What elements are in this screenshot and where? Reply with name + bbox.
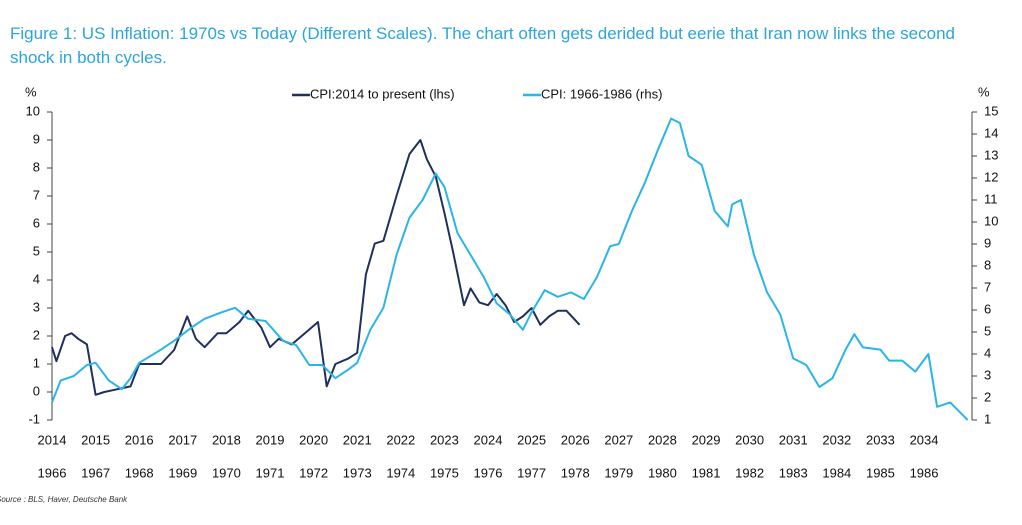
x-tick-label: 2025 bbox=[517, 432, 546, 447]
x-tick-label: 2021 bbox=[343, 432, 372, 447]
x-tick-label: 2016 bbox=[125, 432, 154, 447]
series-line bbox=[51, 117, 969, 421]
x2-tick-label: 1986 bbox=[910, 465, 939, 480]
y2-tick-label: 7 bbox=[984, 279, 991, 294]
x2-tick-label: 1975 bbox=[430, 465, 459, 480]
y-tick-label: 8 bbox=[33, 159, 40, 174]
y-tick-label: 10 bbox=[26, 103, 40, 118]
x-tick-label: 2026 bbox=[561, 432, 590, 447]
x-tick-label: 2031 bbox=[779, 432, 808, 447]
x2-tick-label: 1974 bbox=[386, 465, 415, 480]
source: Source : BLS, Haver, Deutsche Bank bbox=[0, 495, 128, 504]
x2-tick-label: 1972 bbox=[299, 465, 328, 480]
x-tick-label: 2015 bbox=[81, 432, 110, 447]
y-tick-label: 2 bbox=[33, 327, 40, 342]
x2-tick-label: 1978 bbox=[561, 465, 590, 480]
y2-tick-label: 12 bbox=[984, 169, 998, 184]
y2-tick-label: 3 bbox=[984, 367, 991, 382]
x-tick-label: 2030 bbox=[735, 432, 764, 447]
x2-tick-label: 1973 bbox=[343, 465, 372, 480]
x2-tick-label: 1968 bbox=[125, 465, 154, 480]
y2-tick-label: 13 bbox=[984, 147, 998, 162]
y2-tick-label: 1 bbox=[984, 411, 991, 426]
x-tick-label: 2027 bbox=[604, 432, 633, 447]
x2-tick-label: 1970 bbox=[212, 465, 241, 480]
y2-tick-label: 2 bbox=[984, 389, 991, 404]
y2-tick-label: 6 bbox=[984, 301, 991, 316]
x-tick-label: 2029 bbox=[692, 432, 721, 447]
x2-tick-label: 1984 bbox=[822, 465, 851, 480]
x-tick-label: 2014 bbox=[38, 432, 67, 447]
y-tick-label: 4 bbox=[33, 271, 40, 286]
y2-tick-label: 15 bbox=[984, 103, 998, 118]
x-tick-label: 2018 bbox=[212, 432, 241, 447]
x2-tick-label: 1979 bbox=[604, 465, 633, 480]
x-tick-label: 2019 bbox=[256, 432, 285, 447]
y2-tick-label: 5 bbox=[984, 323, 991, 338]
x2-tick-label: 1983 bbox=[779, 465, 808, 480]
x2-tick-label: 1967 bbox=[81, 465, 110, 480]
y-tick-label: -1 bbox=[28, 411, 40, 426]
y-tick-label: 0 bbox=[33, 383, 40, 398]
x-tick-label: 2032 bbox=[822, 432, 851, 447]
x2-tick-label: 1969 bbox=[168, 465, 197, 480]
y2-tick-label: 10 bbox=[984, 213, 998, 228]
y2-tick-label: 11 bbox=[984, 191, 998, 206]
x-tick-label: 2022 bbox=[386, 432, 415, 447]
x2-tick-label: 1966 bbox=[38, 465, 67, 480]
x2-tick-label: 1976 bbox=[474, 465, 503, 480]
x2-tick-label: 1982 bbox=[735, 465, 764, 480]
x2-tick-label: 1980 bbox=[648, 465, 677, 480]
x2-tick-label: 1981 bbox=[692, 465, 721, 480]
x-tick-label: 2020 bbox=[299, 432, 328, 447]
chart-title: Figure 1: US Inflation: 1970s vs Today (… bbox=[10, 24, 955, 67]
y2-axis-label: % bbox=[978, 84, 990, 99]
x2-tick-label: 1985 bbox=[866, 465, 895, 480]
x-tick-label: 2023 bbox=[430, 432, 459, 447]
y-axis-label: % bbox=[25, 84, 37, 99]
x2-tick-label: 1971 bbox=[256, 465, 285, 480]
legend-label: CPI:2014 to present (lhs) bbox=[310, 86, 455, 101]
y2-tick-label: 14 bbox=[984, 125, 998, 140]
legend-label: CPI: 1966-1986 (rhs) bbox=[541, 86, 662, 101]
y2-tick-label: 8 bbox=[984, 257, 991, 272]
y-tick-label: 1 bbox=[33, 355, 40, 370]
x-tick-label: 2017 bbox=[168, 432, 197, 447]
x-tick-label: 2033 bbox=[866, 432, 895, 447]
y-tick-label: 3 bbox=[33, 299, 40, 314]
y-tick-label: 5 bbox=[33, 243, 40, 258]
series-line bbox=[51, 139, 581, 396]
y-tick-label: 9 bbox=[33, 131, 40, 146]
y-tick-label: 6 bbox=[33, 215, 40, 230]
y2-tick-label: 9 bbox=[984, 235, 991, 250]
x-tick-label: 2024 bbox=[474, 432, 503, 447]
y-tick-label: 7 bbox=[33, 187, 40, 202]
y2-tick-label: 4 bbox=[984, 345, 991, 360]
x-tick-label: 2034 bbox=[910, 432, 939, 447]
x2-tick-label: 1977 bbox=[517, 465, 546, 480]
x-tick-label: 2028 bbox=[648, 432, 677, 447]
